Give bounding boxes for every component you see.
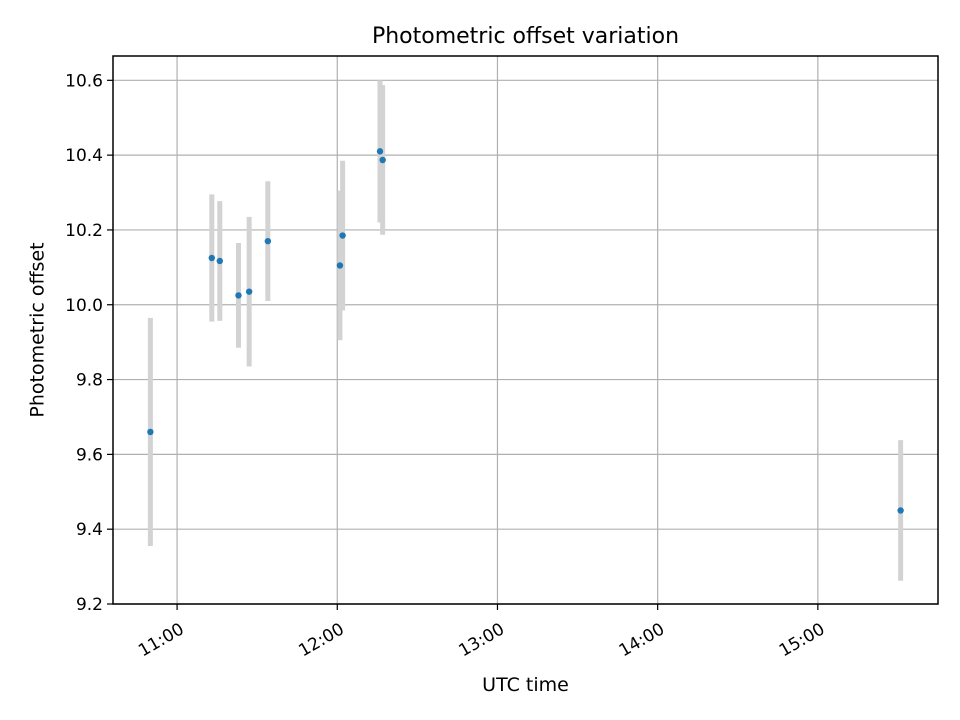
data-point — [264, 237, 272, 245]
y-tick-label: 10.2 — [65, 221, 103, 241]
plot-frame — [112, 55, 939, 605]
x-tick-label: 13:00 — [456, 619, 508, 661]
data-point — [379, 156, 386, 164]
x-axis-label: UTC time — [482, 674, 569, 696]
data-point — [216, 257, 223, 265]
y-tick-label: 10.4 — [65, 146, 103, 166]
data-point — [147, 428, 154, 436]
data-point — [336, 262, 344, 269]
y-tick-label: 9.6 — [76, 445, 103, 465]
x-tick-label: 15:00 — [776, 619, 828, 661]
data-points — [147, 148, 904, 514]
data-point — [339, 232, 346, 239]
y-tick-label: 9.2 — [76, 595, 103, 615]
y-tick-label: 9.8 — [76, 371, 103, 391]
chart-title: Photometric offset variation — [372, 24, 679, 49]
data-point — [245, 288, 253, 295]
y-axis-label: Photometric offset — [27, 242, 49, 417]
data-point — [208, 254, 215, 262]
y-tick-label: 10.0 — [65, 296, 103, 316]
axis-ticks: 11:00 12:00 13:00 14:00 15:00 9.2 9.4 9.6 9.8 10.… — [65, 71, 828, 661]
y-tick-label: 10.6 — [65, 71, 103, 91]
x-tick-label: 14:00 — [616, 619, 668, 661]
data-point — [376, 148, 384, 155]
y-tick-label: 9.4 — [76, 520, 103, 540]
data-point — [897, 507, 904, 514]
data-point — [235, 292, 242, 299]
x-tick-label: 12:00 — [295, 619, 347, 661]
x-tick-label: 11:00 — [135, 619, 187, 661]
